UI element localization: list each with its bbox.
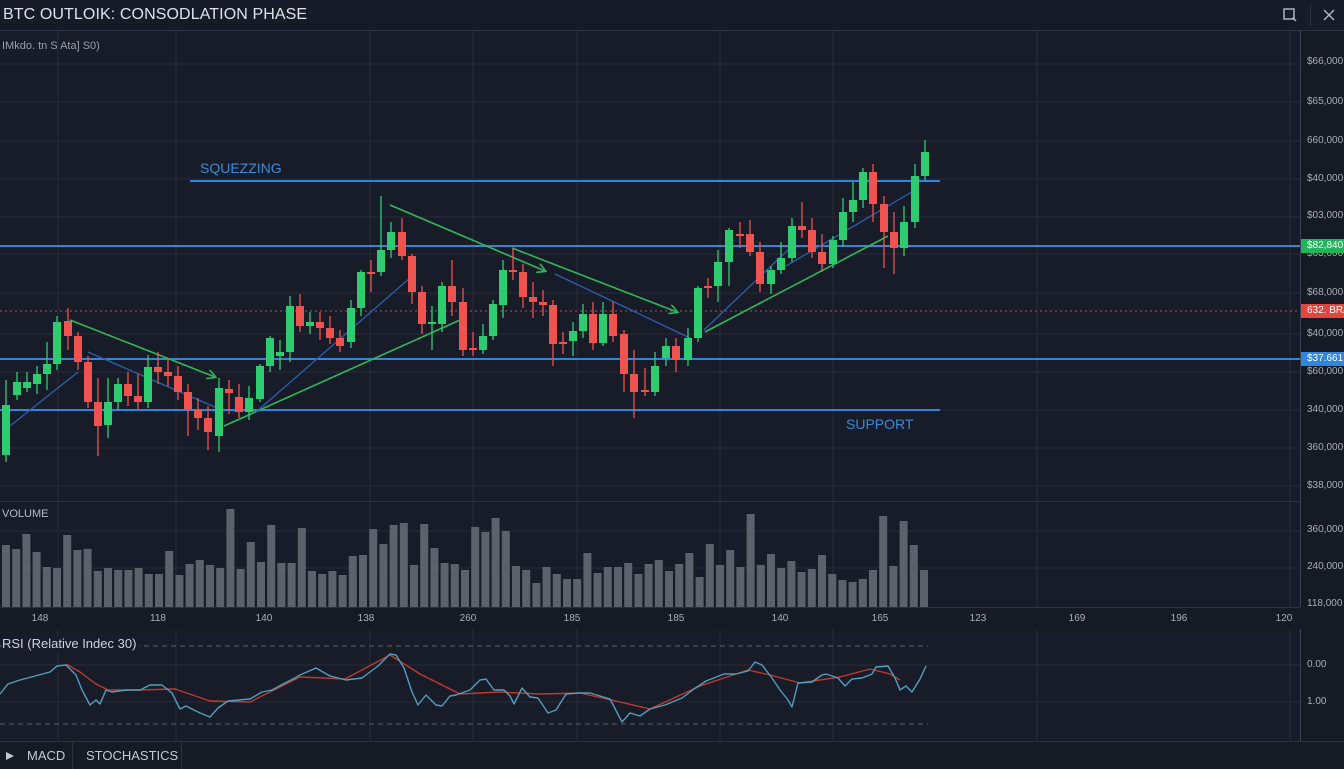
close-button[interactable] (1316, 3, 1342, 27)
time-axis-label: 165 (871, 613, 889, 624)
price-axis-label: $65,000 (1307, 96, 1344, 107)
time-axis-label: 185 (563, 613, 581, 624)
rsi-axis[interactable]: 0.00 1.00 (1300, 629, 1344, 741)
indicator-tab-bar: MACD STOCHASTICS (0, 741, 1344, 769)
time-axis[interactable]: 148 118 140 138 260 185 185 140 165 123 169 196 120 (0, 607, 1300, 631)
price-chart-pane[interactable]: IMkdo. tn S Ata] S0) SQUEZZING SUPPORT (0, 31, 1300, 501)
tab-stochastics-label: STOCHASTICS (86, 748, 179, 763)
current-price-tag: $82,840 (1301, 239, 1344, 253)
price-axis[interactable]: $66,000 $65,000 660,000 $40,000 $03,000 $63,0… (1300, 31, 1344, 501)
price-axis-label: $40,000 (1307, 328, 1344, 339)
squeezing-annotation: SQUEZZING (200, 160, 282, 176)
support-annotation: SUPPORT (846, 416, 914, 432)
rsi-label: RSI (Relative Indec 30) (2, 636, 140, 651)
price-axis-label: 360,000 (1307, 442, 1344, 453)
volume-label: VOLUME (2, 508, 49, 520)
tab-macd-label: MACD (27, 748, 66, 763)
price-axis-label: $40,000 (1307, 173, 1344, 184)
close-icon (1323, 9, 1335, 21)
volume-axis-label: 118,000 (1307, 598, 1343, 607)
price-axis-label: $03,000 (1307, 210, 1344, 221)
search-button[interactable] (1277, 3, 1303, 27)
time-axis-label: 140 (771, 613, 789, 624)
title-bar-separator (1310, 4, 1311, 26)
volume-pane[interactable]: VOLUME (0, 501, 1300, 608)
time-axis-label: 120 (1275, 613, 1293, 624)
price-axis-label: $68,000 (1307, 287, 1344, 298)
time-axis-label: 260 (459, 613, 477, 624)
time-axis-label: 140 (255, 613, 273, 624)
rsi-axis-label: 0.00 (1307, 659, 1327, 670)
time-axis-label: 118 (150, 613, 166, 624)
rsi-axis-label: 1.00 (1307, 696, 1327, 707)
price-axis-label: $63,000 (1307, 248, 1344, 259)
volume-chart (0, 502, 1300, 608)
rsi-pane[interactable]: RSI (Relative Indec 30) (0, 629, 1300, 741)
play-icon (6, 751, 14, 760)
time-axis-label: 148 (31, 613, 49, 624)
tab-stochastics[interactable]: STOCHASTICS (72, 742, 182, 769)
time-axis-label: 185 (667, 613, 685, 624)
volume-axis-label: 240,000 (1307, 561, 1344, 572)
current-price-tag: $37.661 (1301, 352, 1344, 366)
volume-axis[interactable]: 360,000 240,000 118,000 (1300, 501, 1344, 607)
window-title: BTC OUTLOIK: CONSODLATION PHASE (3, 6, 308, 23)
tab-macd[interactable]: MACD (0, 742, 73, 769)
price-axis-label: 340,000 (1307, 404, 1344, 415)
price-axis-label: $38,000 (1307, 480, 1344, 491)
candlestick-chart (0, 31, 1300, 501)
rsi-chart (0, 629, 1300, 741)
title-bar: BTC OUTLOIK: CONSODLATION PHASE (0, 0, 1344, 31)
price-axis-label: $60,000 (1307, 366, 1344, 377)
current-price-tag: 632. BRA (1301, 304, 1344, 318)
time-axis-label: 196 (1170, 613, 1188, 624)
volume-axis-label: 360,000 (1307, 524, 1344, 535)
time-axis-label: 169 (1068, 613, 1086, 624)
search-icon (1283, 8, 1297, 22)
time-axis-label: 123 (969, 613, 987, 624)
time-axis-label: 138 (357, 613, 375, 624)
price-axis-label: $66,000 (1307, 56, 1344, 67)
price-axis-label: 660,000 (1307, 135, 1344, 146)
chart-legend: IMkdo. tn S Ata] S0) (2, 40, 100, 52)
